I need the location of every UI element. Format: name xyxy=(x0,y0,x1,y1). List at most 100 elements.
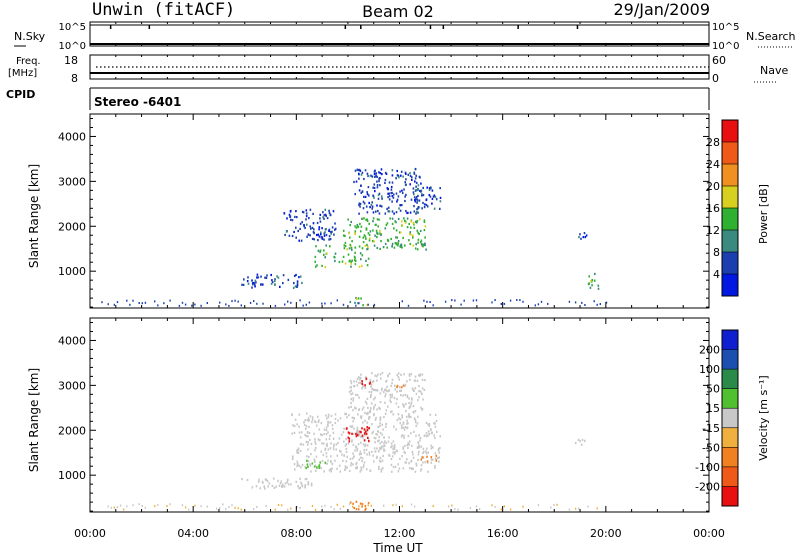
data-cell xyxy=(412,187,415,190)
data-cell xyxy=(330,442,332,445)
data-cell xyxy=(253,283,256,286)
data-cell xyxy=(313,238,315,241)
data-cell xyxy=(206,505,208,508)
x-tick-label: 00:00 xyxy=(74,527,106,540)
data-cell xyxy=(311,421,313,424)
data-cell xyxy=(321,227,323,230)
data-cell xyxy=(314,446,317,450)
data-cell xyxy=(291,432,293,435)
data-cell xyxy=(412,411,415,414)
data-cell xyxy=(215,507,218,510)
data-cell xyxy=(335,448,338,451)
data-cell xyxy=(383,436,385,439)
data-cell xyxy=(320,450,323,453)
data-cell xyxy=(264,478,267,481)
data-cell xyxy=(396,384,399,387)
data-cell xyxy=(330,455,332,458)
data-cell xyxy=(361,434,364,437)
data-cell xyxy=(391,222,394,225)
data-cell xyxy=(264,487,266,490)
data-cell xyxy=(391,191,393,194)
data-cell xyxy=(323,234,326,237)
data-cell xyxy=(434,413,437,417)
data-cell xyxy=(287,508,289,511)
data-cell xyxy=(422,398,424,401)
data-cell xyxy=(376,408,378,411)
data-cell xyxy=(360,415,363,418)
data-cell xyxy=(388,195,391,198)
data-cell xyxy=(413,223,415,226)
data-cell xyxy=(313,432,315,435)
data-cell xyxy=(405,402,407,406)
power-y-axis-label: Slant Range [km] xyxy=(27,164,41,268)
data-cell xyxy=(406,226,409,229)
data-cell xyxy=(417,241,419,244)
data-cell xyxy=(494,505,496,508)
data-cell xyxy=(352,409,354,412)
data-cell xyxy=(327,424,329,427)
data-cell xyxy=(393,446,396,449)
data-cell xyxy=(396,198,399,201)
data-cell xyxy=(416,198,419,201)
data-cell xyxy=(415,212,417,215)
colorbar-tick-label: 16 xyxy=(706,202,720,215)
data-cell xyxy=(293,274,296,278)
data-cell xyxy=(409,211,412,214)
data-cell xyxy=(409,231,412,234)
data-cell xyxy=(376,184,379,187)
data-cell xyxy=(288,234,291,237)
data-cell xyxy=(365,205,368,208)
data-cell xyxy=(234,506,236,509)
data-cell xyxy=(590,279,592,282)
data-cell xyxy=(388,192,390,195)
data-cell xyxy=(347,442,350,445)
data-cell xyxy=(318,466,321,469)
data-cell xyxy=(299,443,302,446)
data-cell xyxy=(401,191,404,195)
data-cell xyxy=(378,459,381,462)
data-cell xyxy=(391,195,394,198)
data-cell xyxy=(357,430,360,433)
data-cell xyxy=(397,195,400,198)
data-cell xyxy=(375,223,377,226)
data-cell xyxy=(454,299,456,302)
data-cell xyxy=(393,396,396,400)
data-cell xyxy=(414,180,416,183)
data-cell xyxy=(321,505,323,508)
data-cell xyxy=(436,430,438,433)
data-cell xyxy=(432,304,434,307)
data-cell xyxy=(540,300,543,303)
data-cell xyxy=(324,266,327,269)
data-cell xyxy=(341,260,344,263)
data-cell xyxy=(430,456,433,459)
data-cell xyxy=(491,301,493,304)
data-cell xyxy=(295,210,297,213)
data-cell xyxy=(376,204,378,207)
colorbar-swatch xyxy=(722,252,738,274)
data-cell xyxy=(432,505,434,508)
data-cell xyxy=(434,452,437,455)
data-cell xyxy=(363,464,365,467)
data-cell xyxy=(419,436,422,439)
data-cell xyxy=(454,508,456,511)
data-cell xyxy=(304,484,307,487)
data-cell xyxy=(372,229,374,232)
data-cell xyxy=(304,478,307,481)
data-cell xyxy=(373,183,376,186)
data-cell xyxy=(284,482,287,485)
data-cell xyxy=(354,251,356,254)
data-cell xyxy=(306,412,308,415)
data-cell xyxy=(256,273,259,276)
data-cell xyxy=(327,413,330,416)
data-cell xyxy=(376,246,379,250)
data-cell xyxy=(306,223,308,226)
data-cell xyxy=(364,504,367,508)
data-cell xyxy=(421,456,424,459)
data-cell xyxy=(367,436,369,439)
data-cell xyxy=(439,200,442,203)
data-cell xyxy=(417,187,419,190)
data-cell xyxy=(420,464,423,467)
data-cell xyxy=(399,190,401,193)
data-cell xyxy=(253,508,255,511)
